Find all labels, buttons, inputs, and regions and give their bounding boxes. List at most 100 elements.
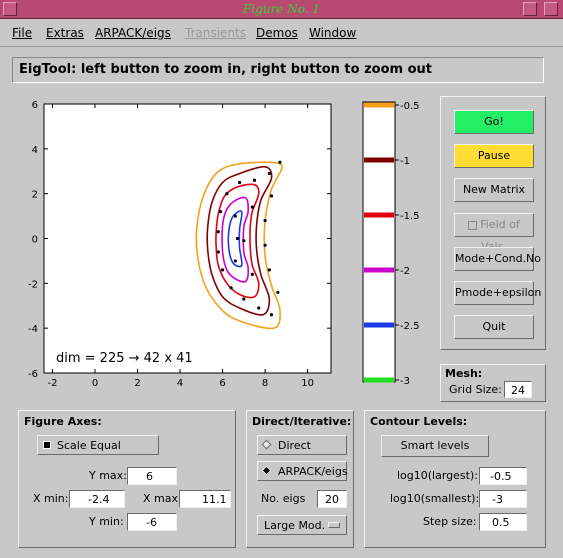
eigenvalue-dot — [216, 230, 220, 234]
window-title: Figure No. 1 — [242, 2, 320, 16]
eigenvalue-dot — [225, 192, 229, 196]
window-menu-button[interactable] — [3, 2, 17, 16]
eigenvalue-dot — [242, 297, 246, 301]
contour-line — [215, 183, 260, 299]
smart-levels-button[interactable]: Smart levels — [381, 435, 489, 457]
mesh-title: Mesh: — [445, 367, 483, 380]
no-eigs-label: No. eigs — [261, 492, 306, 505]
y-tick-label: 2 — [32, 190, 38, 201]
colorbar-level-band — [364, 157, 394, 163]
menu-window[interactable]: Window — [309, 26, 357, 40]
eigenvalue-dot — [235, 236, 240, 241]
colorbar: -0.5 -1 -1.5 -2 -2.5 -3 — [362, 101, 420, 387]
maximize-button[interactable] — [544, 2, 558, 16]
pmode-epsilon-button[interactable]: Pmode+epsilon — [454, 281, 541, 305]
new-matrix-button[interactable]: New Matrix — [454, 178, 534, 202]
xmin-label: X min: — [33, 492, 69, 505]
menu-file[interactable]: File — [12, 26, 33, 40]
contour-lines — [195, 161, 283, 330]
menu-demos[interactable]: Demos — [256, 26, 298, 40]
xmin-input[interactable]: -2.4 — [69, 490, 125, 508]
largest-input[interactable]: -0.5 — [479, 467, 527, 485]
eigenvalue-dot — [252, 178, 257, 182]
grid-size-input[interactable]: 24 — [504, 381, 532, 398]
plot-area[interactable] — [43, 103, 332, 374]
colorbar-tick-label: -1.5 — [400, 211, 420, 222]
eigenvalue-dots — [216, 160, 282, 317]
grid-size-label: Grid Size: — [449, 383, 502, 396]
colorbar-tick-label: -0.5 — [400, 101, 420, 112]
checkbox-icon — [468, 220, 478, 230]
eigenvalue-dot — [242, 239, 246, 243]
window-titlebar[interactable]: Figure No. 1 — [0, 0, 563, 19]
minimize-button[interactable] — [523, 2, 537, 16]
arpack-radio[interactable]: ARPACK/eigs — [257, 461, 348, 481]
which-eigs-select[interactable]: Large Mod. — [257, 515, 347, 535]
colorbar-frame — [362, 101, 396, 383]
field-of-values-toggle[interactable]: Field of Vals. — [454, 213, 534, 253]
eigenvalue-dot — [269, 313, 274, 317]
eigenvalue-dot — [218, 210, 223, 214]
eigenvalue-dot — [267, 171, 271, 176]
go-button[interactable]: Go! — [454, 110, 534, 134]
eigenvalue-dot — [250, 205, 254, 209]
control-panel: Go! Pause New Matrix Field of Vals. Mode… — [440, 96, 546, 350]
which-eigs-value: Large Mod. — [264, 519, 326, 532]
mesh-panel: Mesh: Grid Size: 24 — [440, 364, 546, 402]
contour-levels-title: Contour Levels: — [370, 415, 468, 428]
x-tick-label: 2 — [134, 378, 140, 389]
smallest-label: log10(smallest): — [390, 492, 480, 505]
ymin-input[interactable]: -6 — [127, 513, 177, 531]
eigenvalue-dot — [263, 243, 267, 247]
contour-line — [227, 210, 243, 268]
scale-equal-toggle[interactable]: Scale Equal — [37, 435, 159, 455]
contour-levels-panel: Contour Levels: Smart levels log10(large… — [364, 410, 546, 548]
figure-axes-title: Figure Axes: — [24, 415, 102, 428]
eigenvalue-dot — [276, 290, 280, 294]
direct-iterative-panel: Direct/Iterative: Direct ARPACK/eigs No.… — [246, 410, 354, 548]
eigenvalue-dot — [250, 272, 254, 276]
radio-diamond-icon — [261, 439, 272, 450]
message-text: EigTool: left button to zoom in, right b… — [19, 62, 432, 77]
checkbox-icon — [43, 441, 51, 449]
colorbar-level-band — [364, 102, 394, 108]
menu-transients[interactable]: Transients — [185, 26, 246, 40]
colorbar-tick-label: -2.5 — [400, 321, 420, 332]
y-axis-ticks: 6 4 2 0 -2 -4 -6 — [28, 100, 331, 380]
colorbar-level-band — [364, 267, 394, 273]
eigenvalue-dot — [269, 194, 274, 198]
no-eigs-input[interactable]: 20 — [317, 490, 347, 508]
ymax-input[interactable]: 6 — [127, 467, 177, 485]
eigenvalue-dot — [257, 306, 261, 310]
x-tick-label: 10 — [301, 378, 314, 389]
menu-arpack-eigs[interactable]: ARPACK/eigs — [95, 26, 171, 40]
xmax-input[interactable]: 11.1 — [179, 490, 231, 508]
y-tick-label: 6 — [32, 100, 38, 111]
y-tick-label: -6 — [28, 369, 38, 380]
x-tick-label: 4 — [177, 378, 183, 389]
contour-line — [221, 196, 249, 283]
step-size-input[interactable]: 0.5 — [479, 513, 527, 531]
y-tick-label: -2 — [28, 279, 38, 290]
eigenvalue-dot — [229, 286, 233, 290]
colorbar-level-band — [364, 377, 394, 383]
step-size-label: Step size: — [423, 515, 477, 528]
eigenvalue-dot — [233, 259, 237, 263]
pseudospectra-plot[interactable]: -2 0 2 4 6 8 10 6 4 2 0 -2 -4 -6 dim = 225 → 42 x 41 — [0, 90, 352, 400]
direct-label: Direct — [278, 439, 311, 452]
colorbar-levels: -0.5 -1 -1.5 -2 -2.5 -3 — [364, 101, 420, 387]
menu-extras[interactable]: Extras — [46, 26, 84, 40]
contour-line — [195, 161, 283, 330]
colorbar-tick-label: -1 — [400, 156, 410, 167]
y-tick-label: 0 — [32, 235, 38, 246]
eigenvalue-dot — [216, 250, 220, 254]
smallest-input[interactable]: -3 — [479, 490, 527, 508]
colorbar-tick-label: -2 — [400, 266, 410, 277]
eigenvalue-dot — [278, 160, 282, 164]
dimension-annotation: dim = 225 → 42 x 41 — [56, 351, 193, 366]
direct-radio[interactable]: Direct — [257, 435, 347, 455]
pause-button[interactable]: Pause — [454, 144, 534, 168]
quit-button[interactable]: Quit — [454, 315, 534, 339]
eigenvalue-dot — [220, 268, 225, 272]
mode-cond-button[interactable]: Mode+Cond.No — [454, 247, 541, 271]
